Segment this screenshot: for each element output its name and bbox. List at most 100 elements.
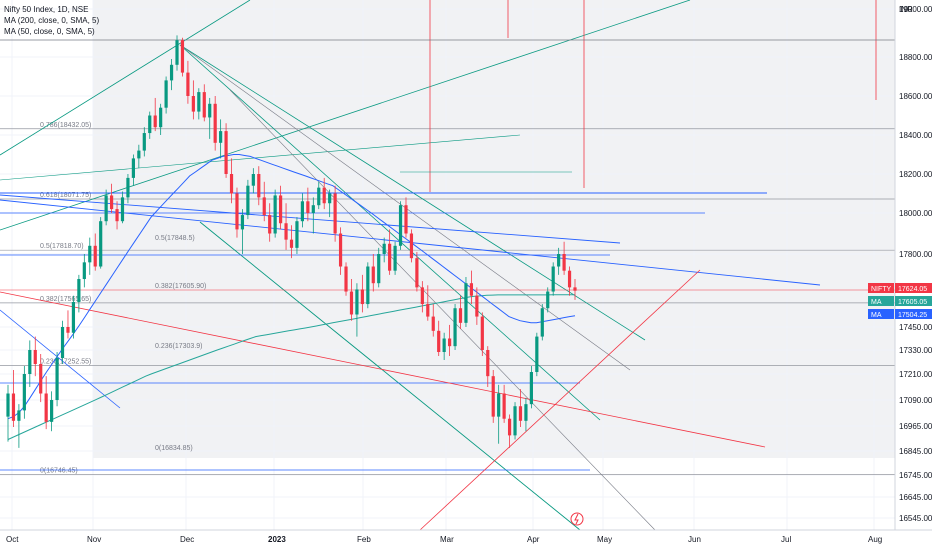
candle-body (99, 221, 103, 267)
candle-body (202, 92, 206, 118)
candle-body (382, 243, 386, 254)
candle-body (295, 221, 299, 248)
candle-body (469, 283, 474, 296)
candle-body (562, 254, 566, 271)
price-tag-value: 17605.05 (898, 299, 927, 306)
candle-body (137, 150, 141, 159)
candle-body (126, 177, 130, 198)
candle-body (567, 270, 572, 288)
fib-level-label: 0.382(17565.65) (40, 296, 91, 303)
chart-legend: Nifty 50 Index, 1D, NSE MA (200, close, … (4, 4, 99, 37)
legend-title: Nifty 50 Index, 1D, NSE (4, 5, 89, 14)
candle-body (109, 195, 114, 210)
candle-body (497, 393, 501, 417)
candle-body (289, 239, 294, 248)
candle-body (557, 254, 561, 267)
fib-level-label: 0.5(17818.70) (40, 243, 84, 250)
candle-body (44, 393, 48, 422)
candle-body (355, 289, 359, 315)
candle-body (442, 338, 446, 352)
candle-body (104, 195, 108, 222)
y-tick-label: 16645.00 (899, 493, 932, 502)
candle-body (300, 201, 305, 222)
candle-body (540, 308, 544, 337)
candle-body (169, 64, 174, 81)
candle-body (507, 418, 512, 436)
y-tick-label: 19000.00 (899, 5, 932, 14)
candle-body (431, 316, 435, 331)
x-tick-label: Feb (357, 535, 371, 544)
trend-line (0, 0, 691, 231)
time-axis[interactable]: Oct Nov Dec 2023 Feb Mar Apr May Jun Jul Aug (0, 529, 932, 544)
price-tags: NIFTY 17624.05 MA 17605.05 MA 17504.25 (868, 283, 932, 319)
x-tick-label: Oct (6, 535, 19, 544)
candle-body (475, 295, 479, 317)
price-tag-value: 17624.05 (898, 286, 927, 293)
fib-level-label: 0.236(17252.55) (40, 358, 91, 365)
candle-body (551, 266, 555, 292)
candle-body (262, 197, 266, 216)
price-tag-label: MA (871, 312, 882, 319)
x-tick-label: Apr (527, 535, 540, 544)
fib-inner-label: 0.382(17605.90) (155, 283, 206, 290)
candle-body (333, 193, 337, 234)
x-tick-label: Aug (868, 535, 882, 544)
candle-body (28, 350, 32, 374)
candle-body (398, 205, 403, 246)
candle-body (360, 289, 364, 305)
candle-body (273, 195, 277, 234)
price-tag-value-bg (895, 309, 932, 319)
candle-body (486, 350, 490, 377)
trend-line (229, 89, 656, 531)
x-tick-label: Jul (781, 535, 791, 544)
candle-body (240, 215, 245, 230)
price-tag-label: MA (871, 299, 882, 306)
candle-body (229, 174, 234, 194)
fib-inner-label: 0.5(17848.5) (155, 235, 195, 242)
trend-line (0, 0, 251, 156)
candle-body (453, 308, 457, 347)
candle-body (175, 40, 179, 65)
y-tick-label: 16965.00 (899, 422, 932, 431)
candle-body (115, 209, 119, 222)
candle-body (142, 133, 146, 151)
candle-body (213, 103, 217, 143)
price-tag-label: NIFTY (871, 286, 892, 293)
price-tag-label-bg (868, 309, 894, 319)
legend-ma50: MA (50, close, 0, SMA, 5) (4, 27, 95, 36)
candle-body (311, 205, 315, 213)
candle-body (306, 201, 310, 213)
trend-line (0, 194, 621, 244)
candle-body (186, 72, 190, 96)
y-tick-label: 18600.00 (899, 92, 932, 101)
y-tick-label: 16845.00 (899, 447, 932, 456)
candle-body (437, 330, 441, 352)
candle-body (535, 336, 539, 372)
candle-body (82, 262, 86, 280)
candle-body (344, 266, 348, 292)
candle-body (502, 393, 506, 419)
candle-body (464, 283, 468, 323)
y-tick-label: 17800.00 (899, 250, 932, 259)
candle-body (55, 358, 59, 400)
legend-ma200: MA (200, close, 0, SMA, 5) (4, 16, 100, 25)
x-tick-label: Nov (87, 535, 101, 544)
y-tick-label: 18000.00 (899, 209, 932, 218)
candle-body (448, 338, 452, 347)
price-tag-value: 17504.25 (898, 312, 927, 319)
lightning-icon[interactable] (570, 512, 584, 526)
candles (6, 35, 577, 448)
price-tag-label-bg (868, 283, 894, 293)
candle-body (77, 279, 81, 302)
moving-averages (7, 154, 576, 440)
trend-line (0, 309, 121, 409)
candle-body (284, 223, 288, 240)
candle-body (159, 107, 163, 128)
candle-body (60, 327, 65, 358)
candle-body (251, 174, 255, 186)
y-tick-label: 17090.00 (899, 396, 932, 405)
trend-line (0, 134, 521, 181)
